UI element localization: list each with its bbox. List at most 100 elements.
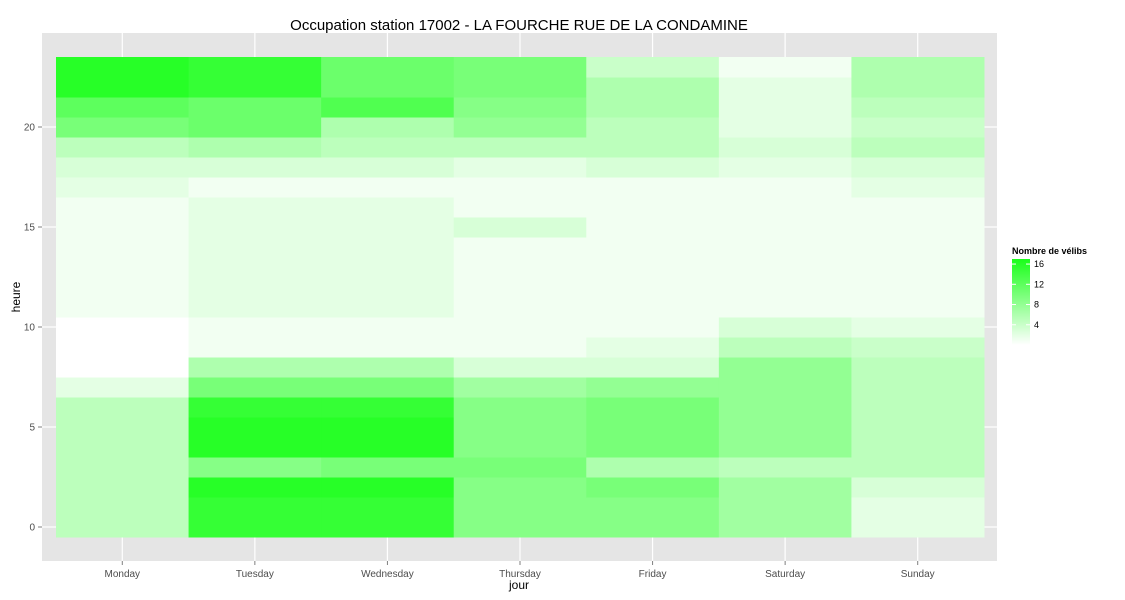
heatmap-cell — [851, 157, 985, 178]
heatmap-cell — [586, 337, 720, 358]
heatmap-cell — [453, 357, 587, 378]
heatmap-cell — [718, 177, 852, 198]
heatmap-cell — [321, 277, 455, 298]
heatmap-cell — [321, 77, 455, 98]
heatmap-cell — [56, 257, 190, 278]
heatmap-cell — [586, 97, 720, 118]
heatmap-cell — [718, 237, 852, 258]
x-axis-ticks: Monday Tuesday Wednesday Thursday Friday Satu… — [104, 561, 935, 580]
heatmap-cell — [321, 517, 455, 538]
heatmap-cell — [56, 197, 190, 218]
heatmap-cell — [453, 77, 587, 98]
heatmap-cell — [321, 437, 455, 458]
heatmap-cell — [586, 497, 720, 518]
heatmap-cell — [453, 217, 587, 238]
heatmap-cell — [56, 217, 190, 238]
chart-title: Occupation station 17002 - LA FOURCHE RU… — [290, 17, 748, 34]
legend-tick-label: 12 — [1034, 279, 1044, 289]
heatmap-cell — [586, 137, 720, 158]
heatmap-cell — [718, 97, 852, 118]
heatmap-cell — [718, 377, 852, 398]
heatmap-cell — [453, 437, 587, 458]
heatmap-cell — [586, 217, 720, 238]
heatmap-cell — [56, 97, 190, 118]
heatmap-cell — [453, 57, 587, 78]
legend-tick-label: 8 — [1034, 300, 1039, 310]
heatmap-cell — [453, 197, 587, 218]
heatmap-cell — [586, 357, 720, 378]
x-axis-title: jour — [508, 578, 529, 592]
heatmap-cell — [453, 117, 587, 138]
legend: Nombre de vélibs 4 8 12 16 — [1012, 246, 1087, 345]
heatmap-cell — [718, 457, 852, 478]
heatmap-cell — [586, 437, 720, 458]
heatmap-cell — [851, 377, 985, 398]
heatmap-cell — [188, 397, 322, 418]
heatmap-cell — [188, 57, 322, 78]
heatmap-cell — [851, 217, 985, 238]
y-tick-label: 20 — [24, 123, 36, 134]
heatmap-cell — [851, 437, 985, 458]
legend-colorbar — [1012, 259, 1030, 345]
heatmap-cell — [188, 517, 322, 538]
heatmap-cell — [718, 497, 852, 518]
heatmap-cell — [188, 497, 322, 518]
heatmap-cell — [851, 257, 985, 278]
heatmap-cell — [56, 297, 190, 318]
heatmap-cell — [56, 437, 190, 458]
heatmap-cell — [586, 317, 720, 338]
heatmap-cell — [718, 277, 852, 298]
heatmap-cell — [188, 457, 322, 478]
heatmap-cell — [718, 417, 852, 438]
heatmap-cell — [453, 377, 587, 398]
heatmap-cell — [321, 357, 455, 378]
heatmap-cell — [321, 477, 455, 498]
heatmap-cell — [188, 377, 322, 398]
heatmap-cell — [851, 357, 985, 378]
heatmap-cell — [586, 157, 720, 178]
heatmap-cell — [851, 337, 985, 358]
heatmap-cell — [851, 137, 985, 158]
heatmap-cell — [188, 317, 322, 338]
heatmap-cell — [453, 257, 587, 278]
heatmap-cell — [586, 197, 720, 218]
heatmap-cell — [56, 57, 190, 78]
y-tick-label: 15 — [24, 223, 36, 234]
heatmap-cell — [321, 257, 455, 278]
heatmap-cell — [453, 477, 587, 498]
heatmap-cell — [188, 297, 322, 318]
heatmap-cell — [188, 417, 322, 438]
heatmap-cell — [321, 417, 455, 438]
heatmap-cell — [321, 217, 455, 238]
heatmap-cell — [188, 177, 322, 198]
y-axis-title: heure — [9, 281, 23, 312]
heatmap-cell — [586, 397, 720, 418]
heatmap-cell — [188, 97, 322, 118]
heatmap-cell — [188, 257, 322, 278]
heatmap-cell — [188, 337, 322, 358]
x-tick-label: Saturday — [765, 569, 805, 580]
heatmap-cell — [188, 117, 322, 138]
heatmap-cell — [321, 317, 455, 338]
heatmap-cell — [851, 497, 985, 518]
heatmap-cell — [453, 237, 587, 258]
heatmap-cell — [851, 97, 985, 118]
heatmap-cell — [321, 157, 455, 178]
heatmap-cells — [56, 57, 985, 538]
legend-tick-label: 16 — [1034, 259, 1044, 269]
heatmap-cell — [851, 197, 985, 218]
heatmap-cell — [321, 497, 455, 518]
heatmap-cell — [718, 357, 852, 378]
x-tick-label: Thursday — [499, 569, 541, 580]
heatmap-cell — [586, 177, 720, 198]
heatmap-cell — [718, 317, 852, 338]
heatmap-cell — [851, 457, 985, 478]
x-tick-label: Sunday — [901, 569, 935, 580]
y-tick-label: 0 — [29, 523, 35, 534]
heatmap-cell — [453, 317, 587, 338]
x-tick-label: Tuesday — [236, 569, 274, 580]
heatmap-cell — [718, 257, 852, 278]
heatmap-cell — [321, 457, 455, 478]
heatmap-cell — [586, 517, 720, 538]
